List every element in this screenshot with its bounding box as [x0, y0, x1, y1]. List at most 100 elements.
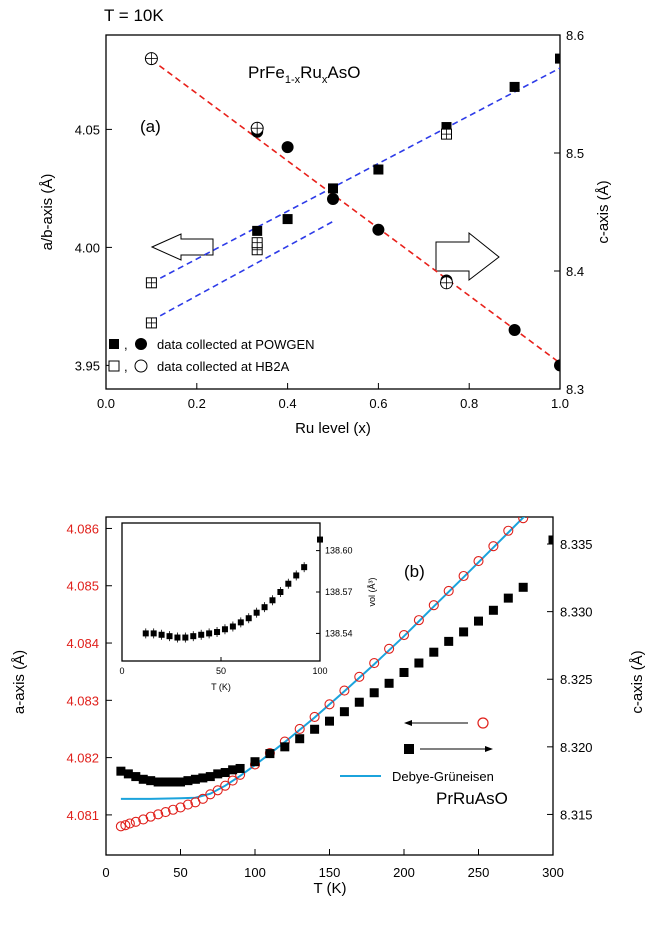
c-axis-point — [235, 763, 245, 773]
a-axis-point — [324, 699, 335, 710]
c-axis-point — [280, 742, 290, 752]
c-axis-point — [488, 605, 498, 615]
x-tick-label: 0.2 — [188, 396, 206, 411]
legend-sep-2: , — [124, 359, 128, 374]
a-axis-point — [398, 629, 410, 641]
x-tick-label: 50 — [173, 865, 187, 880]
inset-volume-point — [253, 609, 260, 616]
a-axis-point — [294, 723, 305, 735]
a-axis-point — [458, 570, 469, 582]
inset-volume-point — [198, 631, 205, 638]
panel-a-x-axis-label: Ru level (x) — [295, 420, 371, 437]
a-axis-powgen-point — [282, 214, 293, 225]
inset-volume-point — [301, 564, 308, 571]
inset-y-axis-label: vol (Å³) — [367, 577, 377, 606]
a-axis-point — [369, 658, 380, 669]
a-axis-point — [503, 525, 514, 536]
panel-a-plot-frame — [105, 34, 561, 390]
c-axis-point — [474, 616, 483, 626]
panel-b-data-marks — [115, 517, 553, 832]
panel-b-fit — [120, 517, 526, 800]
c-axis-point — [250, 757, 260, 767]
c-axis-point — [205, 772, 215, 782]
a-axis-point — [115, 821, 126, 832]
y-right-tick-label: 8.315 — [560, 807, 593, 822]
a-axis-point — [384, 643, 395, 654]
a-axis-point — [182, 799, 193, 810]
a-axis-point — [339, 685, 350, 696]
x-tick-label: 0.0 — [97, 396, 115, 411]
fit-line — [151, 220, 334, 322]
x-tick-label: 0 — [102, 865, 109, 880]
inset-x-tick-label: 50 — [216, 666, 226, 676]
c-axis-point — [310, 724, 320, 734]
c-axis-point — [369, 688, 379, 698]
c-axis-point — [176, 777, 185, 787]
inset-volume-point — [277, 589, 284, 595]
inset-volume-point — [150, 630, 157, 637]
c-axis-point — [548, 535, 553, 545]
panel-b-title: PrRuAsO — [436, 789, 508, 808]
panel-a-y-right-axis-label: c-axis (Å) — [595, 180, 612, 243]
a-axis-point — [227, 775, 238, 786]
y-left-tick-label: 4.081 — [66, 808, 99, 823]
y-right-tick-label: 8.335 — [560, 537, 593, 552]
legend-hb2a-text: data collected at HB2A — [157, 359, 290, 374]
c-axis-point — [414, 658, 424, 668]
c-axis-point — [153, 777, 163, 787]
inset-volume-point — [261, 604, 268, 611]
legend-powgen-circle — [135, 338, 147, 350]
x-tick-label: 0.6 — [369, 396, 387, 411]
a-axis-powgen-point — [252, 225, 263, 236]
x-tick-label: 200 — [393, 865, 415, 880]
a-axis-point — [197, 793, 208, 804]
legend-a-axis-marker — [477, 717, 489, 729]
a-axis-point — [518, 517, 529, 524]
a-axis-powgen-point — [328, 183, 338, 194]
inset-volume-point — [142, 630, 149, 637]
a-axis-point — [443, 585, 454, 596]
c-axis-point — [459, 627, 469, 637]
panel-b-x-axis-label: T (K) — [313, 880, 346, 897]
c-axis-point — [161, 777, 171, 787]
a-axis-point — [212, 785, 223, 796]
a-axis-point — [124, 818, 135, 829]
a-axis-point — [354, 671, 365, 682]
x-tick-label: 150 — [319, 865, 341, 880]
y-left-tick-label: 3.95 — [75, 358, 100, 373]
inset-volume-point — [245, 615, 252, 622]
left-arrow-shape — [150, 233, 214, 261]
c-axis-powgen-point — [508, 324, 521, 336]
panel-a: T = 10K 0.0 0.2 0.4 0.6 0.8 1.0 3.954.004.05 … — [39, 6, 612, 437]
a-axis-point — [153, 809, 164, 820]
a-axis-powgen-point — [509, 81, 520, 92]
a-axis-point — [488, 541, 499, 552]
panel-a-y-right-ticks: 8.3 8.4 8.5 8.6 — [554, 28, 584, 397]
panel-a-x-ticks: 0.0 0.2 0.4 0.6 0.8 1.0 — [97, 383, 569, 411]
inset-x-tick-label: 100 — [312, 666, 327, 676]
debye-gruneisen-curve — [120, 517, 526, 800]
legend-powgen-square — [109, 339, 119, 349]
a-axis-point — [428, 600, 439, 611]
x-tick-label: 300 — [542, 865, 564, 880]
panel-b-y-right-ticks: 8.315 8.320 8.325 8.330 8.335 — [547, 537, 593, 822]
x-tick-label: 1.0 — [551, 396, 569, 411]
panel-b: 0 50 100 150 200 250 300 4.0814.0824.0834.0844… — [11, 516, 646, 897]
inset-x-ticks: 0 50 100 — [119, 657, 328, 676]
inset-volume-point — [269, 597, 276, 604]
a-axis-powgen-point — [373, 164, 384, 175]
c-axis-point — [123, 769, 133, 779]
c-axis-point — [295, 734, 305, 744]
panel-a-label: (a) — [140, 117, 161, 136]
panel-a-legend: , data collected at POWGEN , data collec… — [108, 337, 315, 374]
y-left-tick-label: 4.085 — [66, 579, 99, 594]
inset-x-axis-label: T (K) — [211, 682, 231, 692]
c-axis-point — [228, 765, 238, 775]
c-axis-point — [220, 768, 230, 778]
legend-right-arrow-head — [485, 746, 493, 752]
c-axis-point — [399, 667, 409, 677]
inset-volume-point — [214, 629, 221, 636]
c-axis-point — [168, 777, 178, 787]
inset-volume-point — [206, 630, 213, 637]
